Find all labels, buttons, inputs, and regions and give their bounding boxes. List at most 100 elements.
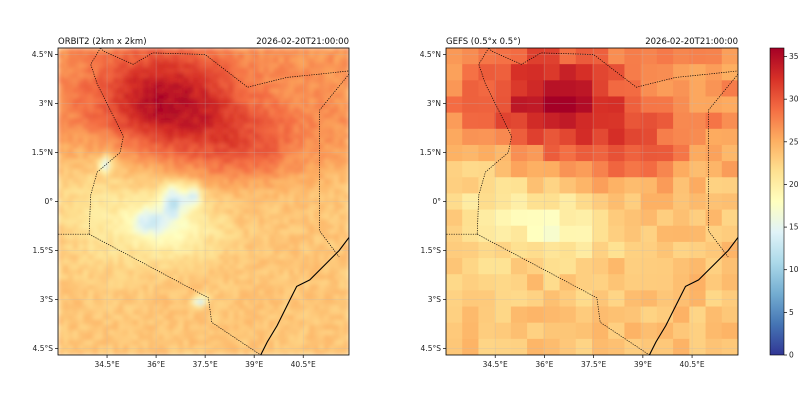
- right-timestamp: 2026-02-20T21:00:00: [645, 37, 738, 47]
- heatmap-cell: [218, 274, 225, 281]
- heatmap-cell: [63, 158, 69, 165]
- heatmap-cell: [308, 68, 315, 74]
- heatmap-cell: [108, 269, 114, 276]
- heatmap-cell: [248, 309, 255, 316]
- heatmap-cell: [93, 219, 99, 225]
- heatmap-cell: [228, 274, 235, 281]
- heatmap-cell: [253, 138, 260, 145]
- heatmap-cell: [208, 349, 215, 355]
- heatmap-cell: [268, 319, 275, 326]
- heatmap-cell: [328, 254, 335, 260]
- y-tick-label: 0°: [432, 197, 441, 206]
- heatmap-cell: [278, 309, 285, 316]
- heatmap-cell: [218, 304, 225, 311]
- heatmap-cell: [148, 344, 154, 351]
- heatmap-cell: [98, 294, 104, 301]
- heatmap-cell: [213, 93, 220, 99]
- heatmap-cell: [323, 324, 330, 331]
- heatmap-cell: [133, 259, 139, 266]
- heatmap-cell: [78, 143, 84, 150]
- heatmap-cell: [163, 324, 169, 331]
- heatmap-cell: [258, 143, 265, 150]
- heatmap-cell: [273, 304, 280, 311]
- heatmap-cell: [233, 178, 240, 185]
- heatmap-cell: [208, 304, 215, 311]
- heatmap-cell: [148, 83, 154, 89]
- heatmap-cell: [78, 173, 84, 180]
- heatmap-cell: [103, 48, 109, 54]
- heatmap-cell: [148, 108, 154, 115]
- heatmap-cell: [128, 83, 134, 89]
- heatmap-cell: [163, 168, 169, 175]
- heatmap-cell: [173, 48, 180, 54]
- heatmap-cell: [213, 334, 220, 341]
- heatmap-cell: [133, 53, 139, 59]
- heatmap-cell: [721, 225, 738, 243]
- heatmap-cell: [58, 339, 64, 346]
- heatmap-cell: [133, 349, 139, 355]
- heatmap-cell: [113, 329, 119, 336]
- heatmap-cell: [63, 68, 69, 74]
- heatmap-cell: [58, 118, 64, 125]
- heatmap-cell: [108, 58, 114, 64]
- heatmap-cell: [293, 319, 300, 326]
- heatmap-cell: [88, 88, 94, 94]
- heatmap-cell: [624, 209, 642, 227]
- heatmap-cell: [258, 224, 265, 230]
- heatmap-cell: [494, 80, 512, 98]
- heatmap-cell: [248, 68, 255, 74]
- heatmap-cell: [168, 214, 174, 220]
- heatmap-cell: [705, 112, 723, 130]
- heatmap-cell: [318, 294, 325, 301]
- heatmap-cell: [263, 269, 270, 276]
- heatmap-cell: [318, 234, 325, 240]
- heatmap-cell: [313, 158, 320, 165]
- heatmap-cell: [462, 241, 480, 259]
- heatmap-cell: [273, 198, 280, 205]
- heatmap-cell: [283, 214, 290, 220]
- heatmap-cell: [98, 83, 104, 89]
- heatmap-cell: [98, 229, 104, 235]
- heatmap-cell: [253, 269, 260, 276]
- heatmap-cell: [148, 329, 154, 336]
- heatmap-cell: [163, 68, 169, 74]
- heatmap-cell: [233, 138, 240, 145]
- heatmap-cell: [328, 113, 335, 120]
- heatmap-cell: [328, 108, 335, 115]
- heatmap-cell: [238, 204, 245, 210]
- heatmap-cell: [278, 269, 285, 276]
- heatmap-cell: [218, 209, 225, 215]
- heatmap-cell: [168, 249, 174, 255]
- heatmap-cell: [103, 299, 109, 306]
- heatmap-cell: [143, 108, 149, 115]
- heatmap-cell: [293, 143, 300, 150]
- heatmap-cell: [128, 309, 134, 316]
- heatmap-cell: [478, 225, 496, 243]
- heatmap-cell: [208, 259, 215, 266]
- heatmap-cell: [323, 158, 330, 165]
- heatmap-cell: [253, 244, 260, 250]
- heatmap-cell: [293, 299, 300, 306]
- heatmap-cell: [253, 289, 260, 296]
- heatmap-cell: [68, 229, 74, 235]
- heatmap-cell: [163, 284, 169, 291]
- heatmap-cell: [478, 64, 496, 81]
- heatmap-cell: [93, 148, 99, 155]
- left-heatmap: [58, 48, 349, 355]
- heatmap-cell: [88, 118, 94, 125]
- heatmap-cell: [323, 294, 330, 301]
- heatmap-cell: [263, 48, 270, 54]
- heatmap-cell: [575, 64, 593, 81]
- heatmap-cell: [283, 239, 290, 245]
- heatmap-cell: [575, 274, 593, 291]
- heatmap-cell: [188, 198, 195, 205]
- heatmap-cell: [343, 319, 349, 326]
- heatmap-cell: [494, 209, 512, 227]
- heatmap-cell: [228, 68, 235, 74]
- heatmap-cell: [268, 108, 275, 115]
- heatmap-cell: [93, 98, 99, 104]
- heatmap-cell: [446, 290, 463, 308]
- colorbar-tick-label: 5: [789, 308, 794, 317]
- heatmap-cell: [328, 209, 335, 215]
- heatmap-cell: [673, 258, 690, 275]
